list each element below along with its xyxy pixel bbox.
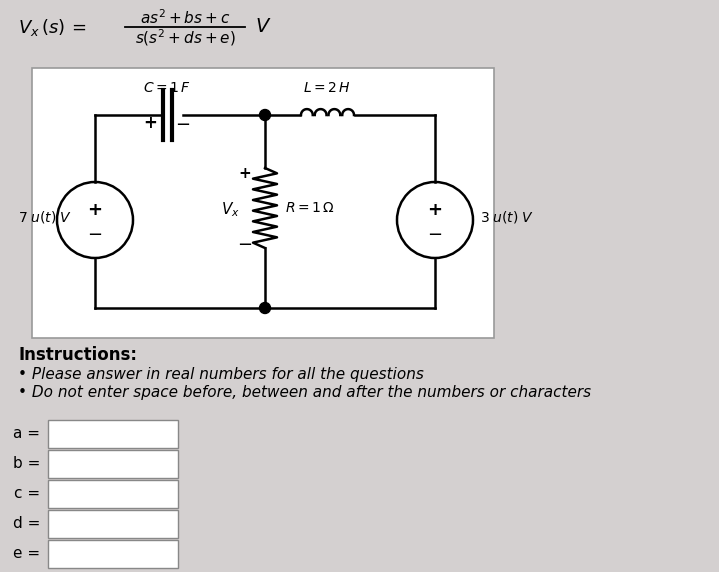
Text: $V_x\,(s)\, =$: $V_x\,(s)\, =$ xyxy=(18,18,86,38)
Text: $L = 2\,H$: $L = 2\,H$ xyxy=(303,81,351,95)
Text: +: + xyxy=(428,201,442,219)
Text: • Please answer in real numbers for all the questions: • Please answer in real numbers for all … xyxy=(18,367,424,383)
Text: $3\;u(t)\;V$: $3\;u(t)\;V$ xyxy=(480,209,533,225)
Text: e =: e = xyxy=(13,546,40,562)
Text: a =: a = xyxy=(13,427,40,442)
Circle shape xyxy=(260,303,270,313)
Bar xyxy=(48,540,178,568)
Text: $-$: $-$ xyxy=(237,234,252,252)
Text: +: + xyxy=(143,114,157,132)
Text: $C = 1\,F$: $C = 1\,F$ xyxy=(143,81,191,95)
Circle shape xyxy=(260,109,270,121)
Text: $s(s^2+ds+e)$: $s(s^2+ds+e)$ xyxy=(134,27,235,49)
Text: $V_x$: $V_x$ xyxy=(221,201,239,219)
Text: $-$: $-$ xyxy=(175,114,191,132)
Bar xyxy=(48,450,178,478)
Bar xyxy=(48,480,178,508)
Text: $as^2+bs+c$: $as^2+bs+c$ xyxy=(139,9,230,27)
Text: $R = 1\,\Omega$: $R = 1\,\Omega$ xyxy=(285,201,335,215)
Text: $-$: $-$ xyxy=(427,224,443,242)
Text: • Do not enter space before, between and after the numbers or characters: • Do not enter space before, between and… xyxy=(18,386,591,400)
Text: c =: c = xyxy=(14,487,40,502)
Text: $V$: $V$ xyxy=(255,18,272,37)
Text: $7\;u(t)\;V$: $7\;u(t)\;V$ xyxy=(18,209,72,225)
Text: d =: d = xyxy=(13,517,40,531)
Bar xyxy=(32,68,494,338)
Text: +: + xyxy=(88,201,103,219)
Text: $-$: $-$ xyxy=(88,224,103,242)
Text: Instructions:: Instructions: xyxy=(18,346,137,364)
Text: +: + xyxy=(239,165,252,181)
Text: b =: b = xyxy=(13,456,40,471)
Bar xyxy=(48,420,178,448)
Bar xyxy=(48,510,178,538)
